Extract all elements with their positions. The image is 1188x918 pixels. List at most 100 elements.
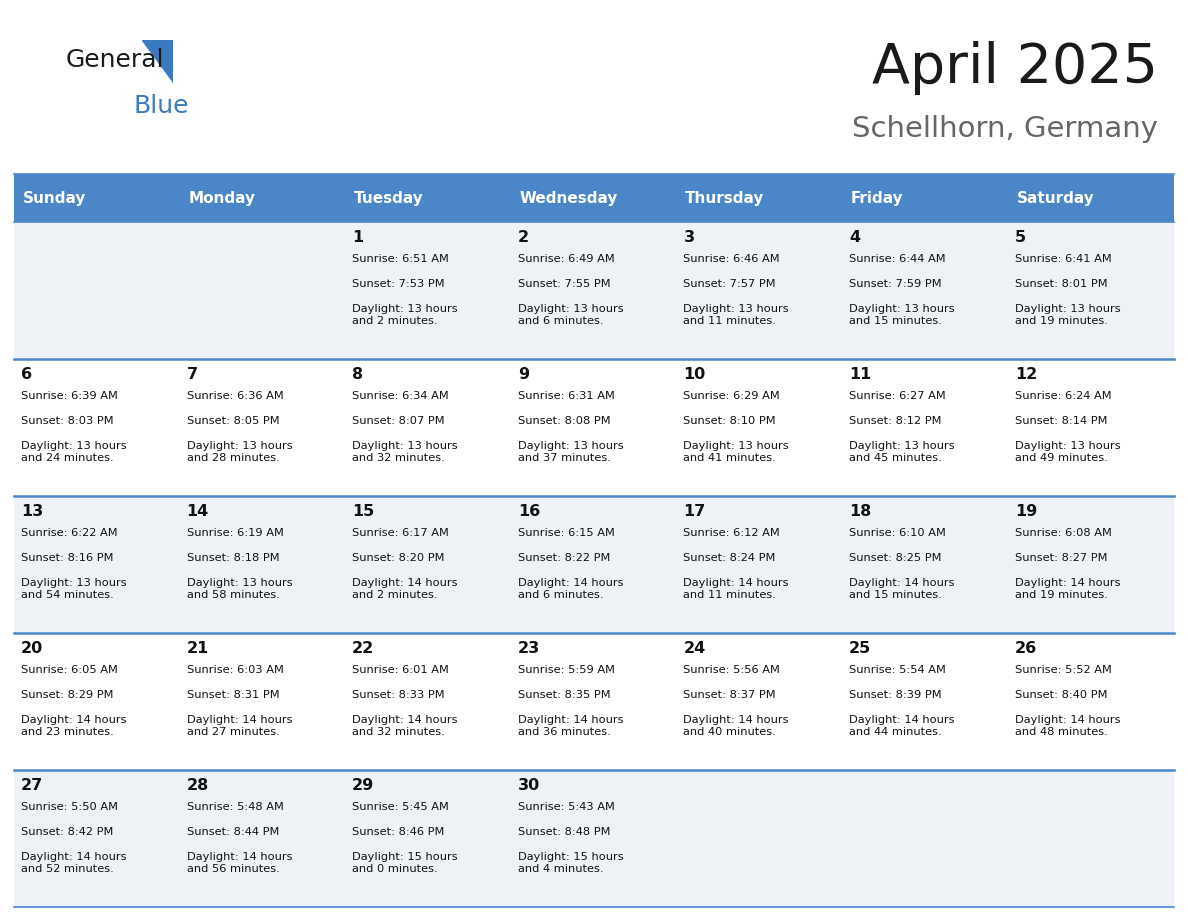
Text: 11: 11 — [849, 366, 871, 382]
Text: Daylight: 14 hours
and 52 minutes.: Daylight: 14 hours and 52 minutes. — [21, 852, 126, 874]
Text: 2: 2 — [518, 230, 529, 245]
Text: 28: 28 — [187, 778, 209, 792]
Text: Wednesday: Wednesday — [519, 191, 618, 206]
Text: Daylight: 13 hours
and 11 minutes.: Daylight: 13 hours and 11 minutes. — [683, 304, 789, 327]
Text: Daylight: 14 hours
and 44 minutes.: Daylight: 14 hours and 44 minutes. — [849, 714, 955, 737]
Text: Sunset: 7:57 PM: Sunset: 7:57 PM — [683, 279, 776, 289]
Text: Daylight: 13 hours
and 15 minutes.: Daylight: 13 hours and 15 minutes. — [849, 304, 955, 327]
Text: 9: 9 — [518, 366, 529, 382]
Text: Sunrise: 6:29 AM: Sunrise: 6:29 AM — [683, 391, 781, 401]
Text: Sunrise: 6:08 AM: Sunrise: 6:08 AM — [1015, 528, 1112, 538]
Text: Tuesday: Tuesday — [354, 191, 424, 206]
Text: Sunset: 8:46 PM: Sunset: 8:46 PM — [352, 827, 444, 837]
Text: Daylight: 13 hours
and 19 minutes.: Daylight: 13 hours and 19 minutes. — [1015, 304, 1120, 327]
Text: Daylight: 14 hours
and 11 minutes.: Daylight: 14 hours and 11 minutes. — [683, 577, 789, 600]
Text: 16: 16 — [518, 504, 541, 519]
Text: Sunrise: 6:51 AM: Sunrise: 6:51 AM — [352, 254, 449, 264]
Text: April 2025: April 2025 — [872, 41, 1158, 95]
Text: Sunrise: 6:27 AM: Sunrise: 6:27 AM — [849, 391, 946, 401]
Text: Sunset: 8:12 PM: Sunset: 8:12 PM — [849, 416, 942, 426]
Text: 17: 17 — [683, 504, 706, 519]
Text: Daylight: 14 hours
and 6 minutes.: Daylight: 14 hours and 6 minutes. — [518, 577, 624, 600]
Text: Daylight: 14 hours
and 23 minutes.: Daylight: 14 hours and 23 minutes. — [21, 714, 126, 737]
Text: Sunset: 8:07 PM: Sunset: 8:07 PM — [352, 416, 444, 426]
Text: Sunrise: 6:19 AM: Sunrise: 6:19 AM — [187, 528, 284, 538]
Text: Sunrise: 6:31 AM: Sunrise: 6:31 AM — [518, 391, 614, 401]
Text: Daylight: 14 hours
and 19 minutes.: Daylight: 14 hours and 19 minutes. — [1015, 577, 1120, 600]
Text: Sunset: 8:42 PM: Sunset: 8:42 PM — [21, 827, 113, 837]
Text: Saturday: Saturday — [1017, 191, 1094, 206]
Text: Daylight: 14 hours
and 56 minutes.: Daylight: 14 hours and 56 minutes. — [187, 852, 292, 874]
Text: 5: 5 — [1015, 230, 1026, 245]
Text: Sunrise: 6:10 AM: Sunrise: 6:10 AM — [849, 528, 946, 538]
Text: 21: 21 — [187, 641, 209, 655]
Text: Daylight: 15 hours
and 4 minutes.: Daylight: 15 hours and 4 minutes. — [518, 852, 624, 874]
Text: Sunrise: 6:24 AM: Sunrise: 6:24 AM — [1015, 391, 1111, 401]
Text: General: General — [65, 48, 164, 72]
Text: 10: 10 — [683, 366, 706, 382]
Text: Sunset: 8:31 PM: Sunset: 8:31 PM — [187, 690, 279, 700]
Text: Sunrise: 5:43 AM: Sunrise: 5:43 AM — [518, 802, 614, 812]
Text: 22: 22 — [352, 641, 374, 655]
Text: 6: 6 — [21, 366, 32, 382]
Text: Sunrise: 6:01 AM: Sunrise: 6:01 AM — [352, 666, 449, 676]
Text: Sunset: 8:18 PM: Sunset: 8:18 PM — [187, 553, 279, 563]
Text: Sunrise: 6:03 AM: Sunrise: 6:03 AM — [187, 666, 284, 676]
Text: Daylight: 13 hours
and 24 minutes.: Daylight: 13 hours and 24 minutes. — [21, 441, 126, 464]
Text: Friday: Friday — [851, 191, 903, 206]
Text: Sunrise: 6:17 AM: Sunrise: 6:17 AM — [352, 528, 449, 538]
Text: Sunrise: 6:05 AM: Sunrise: 6:05 AM — [21, 666, 118, 676]
Text: Sunset: 7:55 PM: Sunset: 7:55 PM — [518, 279, 611, 289]
Text: 12: 12 — [1015, 366, 1037, 382]
Text: Sunrise: 5:50 AM: Sunrise: 5:50 AM — [21, 802, 118, 812]
Text: Sunrise: 6:46 AM: Sunrise: 6:46 AM — [683, 254, 781, 264]
Text: Sunrise: 5:56 AM: Sunrise: 5:56 AM — [683, 666, 781, 676]
Text: Sunrise: 6:22 AM: Sunrise: 6:22 AM — [21, 528, 118, 538]
Text: Sunset: 8:37 PM: Sunset: 8:37 PM — [683, 690, 776, 700]
Text: 19: 19 — [1015, 504, 1037, 519]
Text: Daylight: 14 hours
and 40 minutes.: Daylight: 14 hours and 40 minutes. — [683, 714, 789, 737]
Text: Sunset: 8:08 PM: Sunset: 8:08 PM — [518, 416, 611, 426]
Text: Blue: Blue — [133, 94, 189, 118]
Text: Daylight: 15 hours
and 0 minutes.: Daylight: 15 hours and 0 minutes. — [352, 852, 457, 874]
Text: Sunset: 8:03 PM: Sunset: 8:03 PM — [21, 416, 114, 426]
Text: Schellhorn, Germany: Schellhorn, Germany — [852, 115, 1158, 143]
Polygon shape — [141, 40, 173, 83]
Text: Daylight: 13 hours
and 58 minutes.: Daylight: 13 hours and 58 minutes. — [187, 577, 292, 600]
Text: Daylight: 13 hours
and 28 minutes.: Daylight: 13 hours and 28 minutes. — [187, 441, 292, 464]
Text: 7: 7 — [187, 366, 197, 382]
Text: 4: 4 — [849, 230, 860, 245]
Text: 18: 18 — [849, 504, 871, 519]
Text: Daylight: 14 hours
and 2 minutes.: Daylight: 14 hours and 2 minutes. — [352, 577, 457, 600]
Text: 27: 27 — [21, 778, 43, 792]
Text: Daylight: 13 hours
and 54 minutes.: Daylight: 13 hours and 54 minutes. — [21, 577, 126, 600]
Text: Daylight: 13 hours
and 37 minutes.: Daylight: 13 hours and 37 minutes. — [518, 441, 624, 464]
Text: Sunset: 8:22 PM: Sunset: 8:22 PM — [518, 553, 611, 563]
Text: Sunset: 8:40 PM: Sunset: 8:40 PM — [1015, 690, 1107, 700]
Text: Sunset: 8:48 PM: Sunset: 8:48 PM — [518, 827, 611, 837]
Text: 8: 8 — [352, 366, 364, 382]
Text: Sunrise: 6:15 AM: Sunrise: 6:15 AM — [518, 528, 614, 538]
Text: 15: 15 — [352, 504, 374, 519]
Text: Sunrise: 6:49 AM: Sunrise: 6:49 AM — [518, 254, 614, 264]
Text: Daylight: 13 hours
and 2 minutes.: Daylight: 13 hours and 2 minutes. — [352, 304, 457, 327]
Text: Sunrise: 6:34 AM: Sunrise: 6:34 AM — [352, 391, 449, 401]
Text: Daylight: 14 hours
and 48 minutes.: Daylight: 14 hours and 48 minutes. — [1015, 714, 1120, 737]
Text: Daylight: 13 hours
and 32 minutes.: Daylight: 13 hours and 32 minutes. — [352, 441, 457, 464]
Text: Daylight: 13 hours
and 6 minutes.: Daylight: 13 hours and 6 minutes. — [518, 304, 624, 327]
Text: Sunrise: 5:59 AM: Sunrise: 5:59 AM — [518, 666, 615, 676]
Text: Sunrise: 5:45 AM: Sunrise: 5:45 AM — [352, 802, 449, 812]
Text: 25: 25 — [849, 641, 871, 655]
Text: Sunrise: 5:52 AM: Sunrise: 5:52 AM — [1015, 666, 1112, 676]
Text: Sunset: 8:01 PM: Sunset: 8:01 PM — [1015, 279, 1107, 289]
Text: Sunrise: 6:44 AM: Sunrise: 6:44 AM — [849, 254, 946, 264]
Text: Daylight: 13 hours
and 49 minutes.: Daylight: 13 hours and 49 minutes. — [1015, 441, 1120, 464]
Text: Sunset: 8:27 PM: Sunset: 8:27 PM — [1015, 553, 1107, 563]
Text: Thursday: Thursday — [685, 191, 764, 206]
Text: 26: 26 — [1015, 641, 1037, 655]
Text: Sunset: 8:29 PM: Sunset: 8:29 PM — [21, 690, 113, 700]
Text: Sunset: 7:59 PM: Sunset: 7:59 PM — [849, 279, 942, 289]
Text: Daylight: 13 hours
and 45 minutes.: Daylight: 13 hours and 45 minutes. — [849, 441, 955, 464]
Text: Daylight: 13 hours
and 41 minutes.: Daylight: 13 hours and 41 minutes. — [683, 441, 789, 464]
Text: Sunset: 8:25 PM: Sunset: 8:25 PM — [849, 553, 942, 563]
